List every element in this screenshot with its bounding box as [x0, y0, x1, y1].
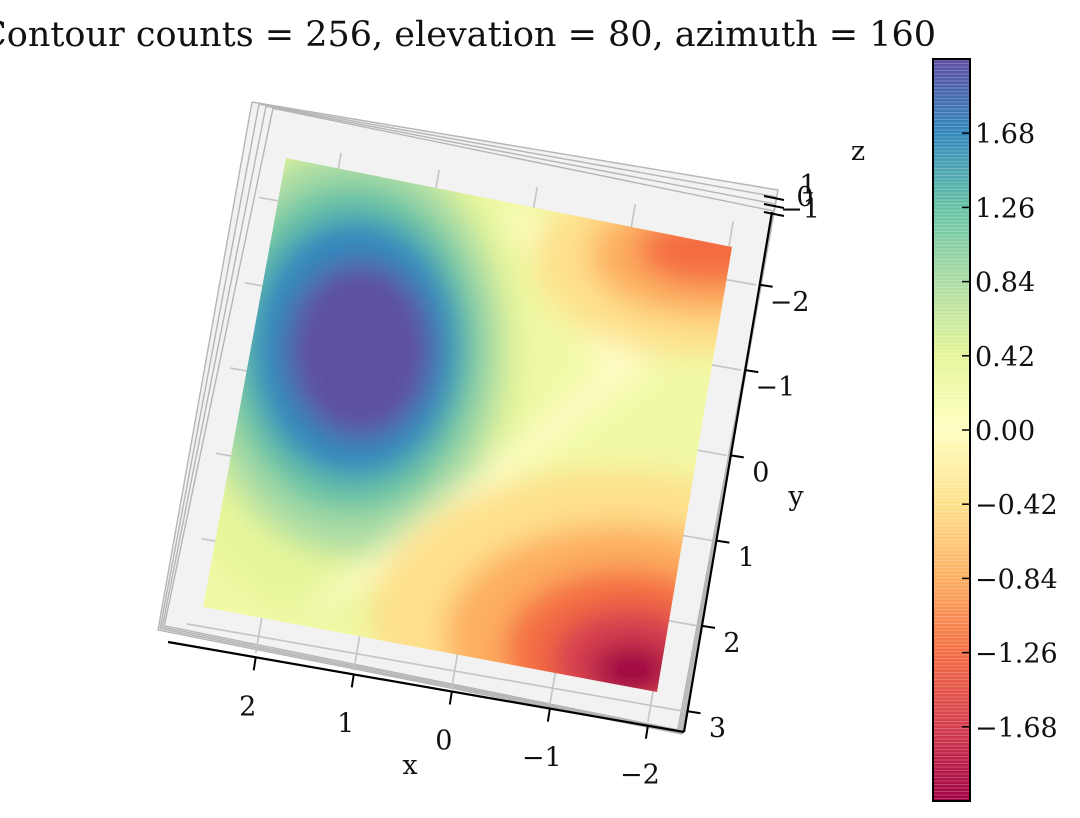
z-axis-label: z — [851, 136, 865, 167]
x-tick-label: 2 — [239, 691, 256, 722]
pane-edge — [159, 103, 778, 734]
x-tick-label: −2 — [620, 760, 660, 791]
z-tick-mark — [763, 203, 785, 209]
y-tick-label: 0 — [752, 457, 769, 488]
colorbar-tick-label: −1.68 — [975, 713, 1058, 744]
z-tick-label: 1 — [799, 170, 816, 201]
x-axis-line — [167, 640, 685, 734]
y-tick-label: 2 — [723, 628, 740, 659]
y-tick-label: −1 — [755, 372, 795, 403]
y-tick-mark — [687, 710, 701, 715]
surface-plot — [203, 158, 732, 692]
y-tick-label: 1 — [738, 543, 755, 574]
colorbar-tick-label: 0.84 — [975, 268, 1035, 299]
y-tick-label: 3 — [709, 713, 726, 744]
x-tick-label: 1 — [337, 708, 354, 739]
z-axis: 10−1 z — [763, 136, 865, 225]
z-tick-mark — [763, 211, 785, 217]
colorbar-tick-label: 0.00 — [975, 416, 1035, 447]
y-axis-label: y — [787, 481, 804, 512]
y-tick-mark — [716, 539, 730, 544]
y-tick-mark — [730, 454, 744, 459]
x-tick-mark — [448, 691, 453, 705]
z-tick-label: −1 — [780, 194, 820, 225]
z-tick-label: 0 — [796, 182, 813, 213]
z-tick-mark — [763, 195, 785, 201]
x-tick-mark — [350, 674, 355, 688]
pane-edge — [163, 107, 775, 731]
x-tick-mark — [252, 657, 257, 671]
x-tick-label: −1 — [522, 743, 562, 774]
colorbar: 1.68 1.26 0.84 0.42 0.00 −0.42 −0.84 −1.26 −1.68 — [932, 58, 1058, 802]
y-axis-line — [682, 211, 774, 733]
y-tick-mark — [701, 624, 716, 629]
colorbar-tick-label: 1.26 — [975, 193, 1035, 224]
y-tick-mark — [759, 283, 773, 288]
x-axis: 2 1 0 −1 −2 x — [167, 640, 685, 791]
x-axis-label: x — [402, 750, 417, 781]
colorbar-tick-label: −0.84 — [975, 564, 1058, 595]
colorbar-tick-label: 1.68 — [975, 119, 1035, 150]
x-tick-label: 0 — [435, 726, 452, 757]
y-axis: −2 −1 0 1 2 3 y — [682, 211, 810, 744]
y-tick-mark — [745, 369, 759, 374]
y-tick-label: −2 — [770, 287, 810, 318]
chart-title: Contour counts = 256, elevation = 80, az… — [0, 15, 936, 55]
colorbar-tick-label: −1.26 — [975, 639, 1058, 670]
x-tick-mark — [644, 725, 649, 739]
grid-line-y — [186, 623, 684, 712]
colorbar-tick-label: −0.42 — [975, 490, 1058, 521]
colorbar-tick-label: 0.42 — [975, 342, 1035, 373]
pane-edge — [157, 101, 779, 735]
x-tick-mark — [546, 708, 551, 722]
